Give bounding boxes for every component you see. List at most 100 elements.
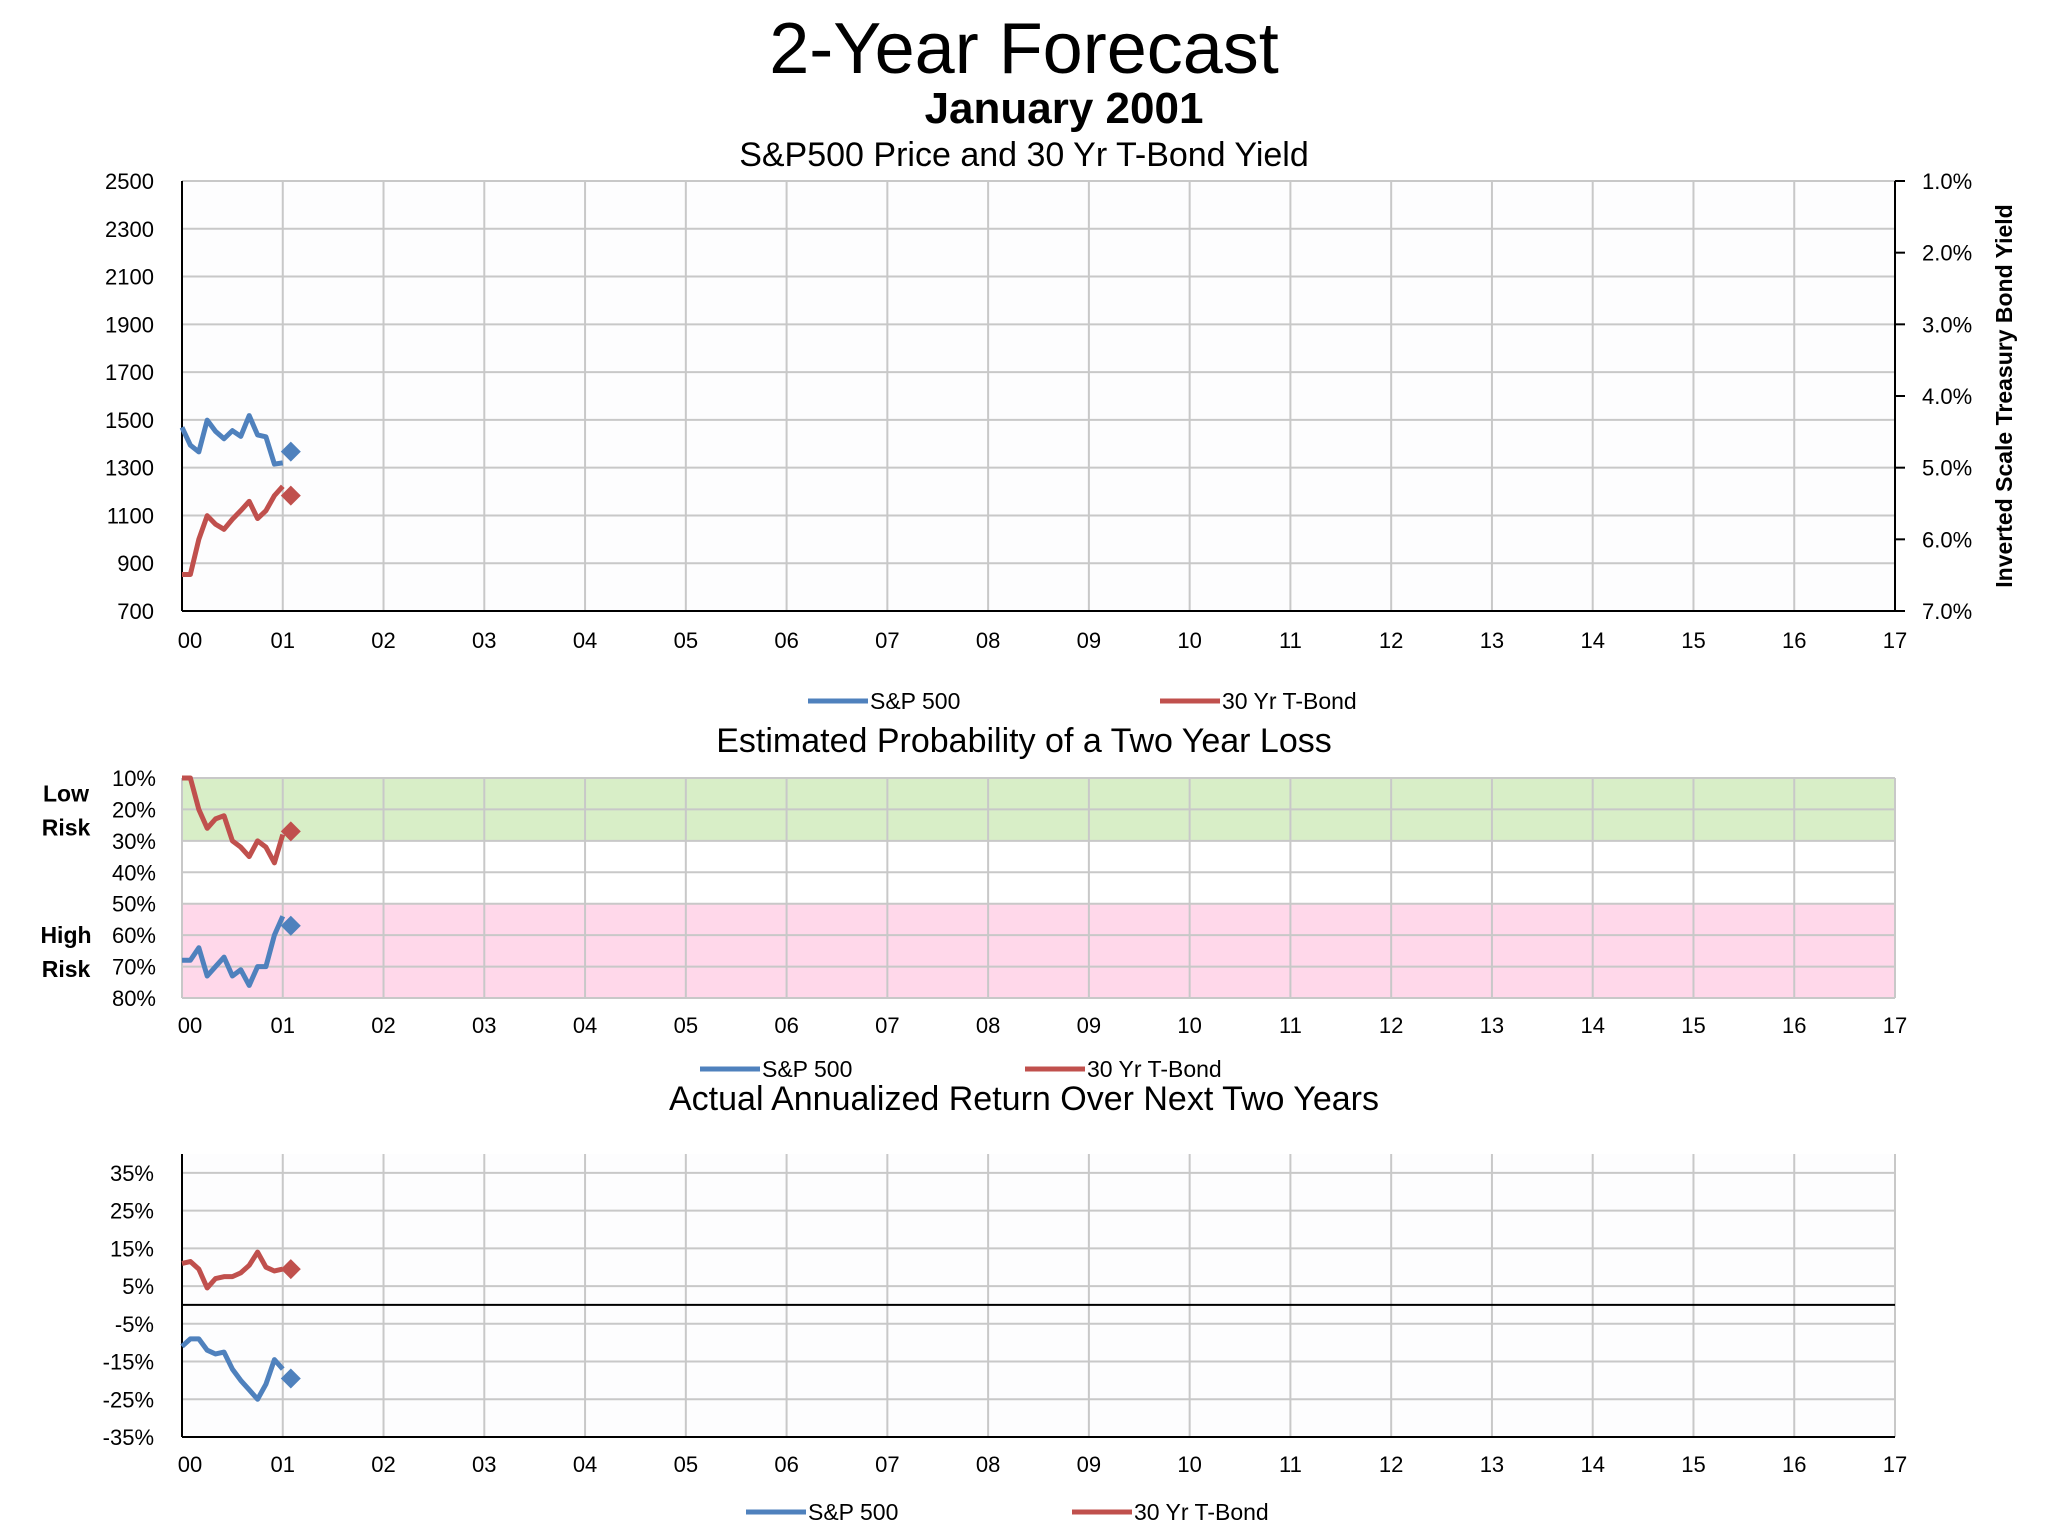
chart2-x-tick-label: 17 xyxy=(1883,1013,1907,1038)
chart3-x-tick-label: 06 xyxy=(774,1452,798,1477)
zone-label-line2: Risk xyxy=(42,956,91,982)
zone-label-line2: Risk xyxy=(42,814,91,840)
chart2-x-tick-label: 04 xyxy=(573,1013,597,1038)
chart1-tbond-marker xyxy=(280,485,301,506)
chart1-x-tick-label: 12 xyxy=(1379,628,1403,653)
chart2-x-tick-label: 03 xyxy=(472,1013,496,1038)
chart1-x-tick-label: 17 xyxy=(1883,628,1907,653)
chart3-y-tick-label: 15% xyxy=(110,1236,154,1261)
chart2-tbond-line xyxy=(182,775,286,866)
chart2-sp500-marker xyxy=(280,915,301,936)
chart1-y2-tick-label: 5.0% xyxy=(1922,456,1972,481)
chart1-y2-axis-title: Inverted Scale Treasury Bond Yield xyxy=(1991,204,2017,588)
chart3-x-tick-label: 16 xyxy=(1782,1452,1806,1477)
chart2-x-tick-label: 10 xyxy=(1177,1013,1201,1038)
chart1-y-tick-label: 2500 xyxy=(105,169,154,194)
chart1-y-tick-label: 1100 xyxy=(107,503,154,528)
chart2-x-tick-label: 14 xyxy=(1580,1013,1604,1038)
chart1-y2-tick-label: 6.0% xyxy=(1922,527,1972,552)
chart1-x-tick-label: 04 xyxy=(573,628,597,653)
chart3-x-tick-label: 15 xyxy=(1681,1452,1705,1477)
chart2-x-tick-label: 00 xyxy=(178,1013,202,1038)
chart3-tbond-line xyxy=(181,1249,284,1291)
chart2-x-tick-label: 06 xyxy=(774,1013,798,1038)
chart3-x-tick-label: 05 xyxy=(674,1452,698,1477)
chart1-x-tick-label: 10 xyxy=(1177,628,1201,653)
chart1-x-tick-label: 02 xyxy=(371,628,395,653)
chart2-title: Estimated Probability of a Two Year Loss xyxy=(716,722,1332,760)
chart1-sp500-line xyxy=(179,413,284,467)
chart1-y-tick-label: 1700 xyxy=(105,360,154,385)
chart1-x-tick-label: 05 xyxy=(674,628,698,653)
chart3-y-tick-label: 5% xyxy=(122,1274,154,1299)
chart2-tbond-marker xyxy=(280,821,301,842)
chart1-y-tick-label: 900 xyxy=(117,551,154,576)
chart1-y2-tick-label: 3.0% xyxy=(1922,312,1972,337)
chart1-x-tick-label: 14 xyxy=(1580,628,1604,653)
chart1-x-tick-label: 00 xyxy=(178,628,202,653)
chart2-y-tick-label: 50% xyxy=(112,892,156,917)
chart2-x-tick-label: 09 xyxy=(1077,1013,1101,1038)
chart1-plot-area xyxy=(182,181,1895,611)
chart3-x-tick-label: 09 xyxy=(1077,1452,1101,1477)
chart3-legend-tbond-label: 30 Yr T-Bond xyxy=(1134,1499,1269,1525)
chart1-y2-tick-label: 7.0% xyxy=(1922,599,1972,624)
chart2-legend-tbond-label: 30 Yr T-Bond xyxy=(1087,1056,1222,1082)
chart2-sp500-line xyxy=(182,915,286,988)
chart3-x-tick-label: 12 xyxy=(1379,1452,1403,1477)
subtitle: January 2001 xyxy=(924,84,1204,133)
zone-label-line1: High xyxy=(40,922,91,948)
chart3-x-tick-label: 13 xyxy=(1480,1452,1504,1477)
main-title: 2-Year Forecast xyxy=(769,9,1279,89)
chart1-x-tick-label: 15 xyxy=(1681,628,1705,653)
chart3-y-tick-label: -5% xyxy=(115,1312,154,1337)
chart1-y-tick-label: 2300 xyxy=(105,217,154,242)
chart2-x-tick-label: 16 xyxy=(1782,1013,1806,1038)
chart1-y-tick-label: 1500 xyxy=(105,408,154,433)
chart3-tbond-marker xyxy=(280,1259,301,1280)
chart1: 2500 2300 2100 1900 1700 1500 1300 1100 900 700 00… xyxy=(105,169,2017,714)
chart3-x-tick-label: 01 xyxy=(271,1452,295,1477)
chart1-y-tick-label: 1900 xyxy=(105,312,154,337)
chart2-x-tick-label: 15 xyxy=(1681,1013,1705,1038)
chart1-y2-tick-label: 4.0% xyxy=(1922,384,1972,409)
chart3-legend-sp500-label: S&P 500 xyxy=(808,1499,898,1525)
chart2-y-tick-label: 10% xyxy=(112,766,156,791)
chart2-x-tick-label: 07 xyxy=(875,1013,899,1038)
chart3-y-tick-label: 35% xyxy=(110,1161,154,1186)
chart2-y-tick-label: 60% xyxy=(112,923,156,948)
zone-label-line1: Low xyxy=(43,780,89,806)
chart3-y-tick-label: -35% xyxy=(103,1425,154,1450)
chart1-sp500-marker xyxy=(280,441,301,462)
chart3-y-tick-label: 25% xyxy=(110,1199,154,1224)
chart1-y-tick-label: 2100 xyxy=(105,265,154,290)
chart3-x-tick-label: 02 xyxy=(371,1452,395,1477)
chart2-x-tick-label: 05 xyxy=(674,1013,698,1038)
chart3-x-tick-label: 17 xyxy=(1883,1452,1907,1477)
chart1-y2-tick-label: 2.0% xyxy=(1922,241,1972,266)
chart2-y-tick-label: 70% xyxy=(112,955,156,980)
chart1-x-tick-label: 06 xyxy=(774,628,798,653)
chart2-y-tick-label: 80% xyxy=(112,986,156,1011)
chart1-y2-tick-label: 1.0% xyxy=(1922,169,1972,194)
chart2-y-tick-label: 20% xyxy=(112,797,156,822)
chart1-x-tick-label: 07 xyxy=(875,628,899,653)
chart1-y-tick-label: 700 xyxy=(117,599,154,624)
chart3-x-tick-label: 11 xyxy=(1279,1452,1302,1477)
chart3: 35% 25% 15% 5% -5% -15% -25% -35% 00 01 02 03 04 05 06… xyxy=(103,1154,1907,1525)
high-risk-band xyxy=(182,903,1895,998)
chart1-y-tick-label: 1300 xyxy=(105,456,154,481)
chart3-sp500-line xyxy=(180,1336,285,1402)
chart3-x-tick-label: 08 xyxy=(976,1452,1000,1477)
chart2-x-tick-label: 08 xyxy=(976,1013,1000,1038)
chart3-x-tick-label: 14 xyxy=(1580,1452,1604,1477)
chart1-x-tick-label: 08 xyxy=(976,628,1000,653)
chart1-x-tick-label: 13 xyxy=(1480,628,1504,653)
chart1-legend-sp500-label: S&P 500 xyxy=(870,688,960,714)
chart1-legend-tbond-label: 30 Yr T-Bond xyxy=(1222,688,1357,714)
chart3-x-tick-label: 03 xyxy=(472,1452,496,1477)
chart2: Low Risk High Risk 10% 20% 30% 40% 50% 60% 70% 80% 0… xyxy=(40,766,1907,1082)
chart3-x-tick-label: 07 xyxy=(875,1452,899,1477)
chart1-x-tick-label: 09 xyxy=(1077,628,1101,653)
chart1-tbond-line xyxy=(182,484,285,577)
